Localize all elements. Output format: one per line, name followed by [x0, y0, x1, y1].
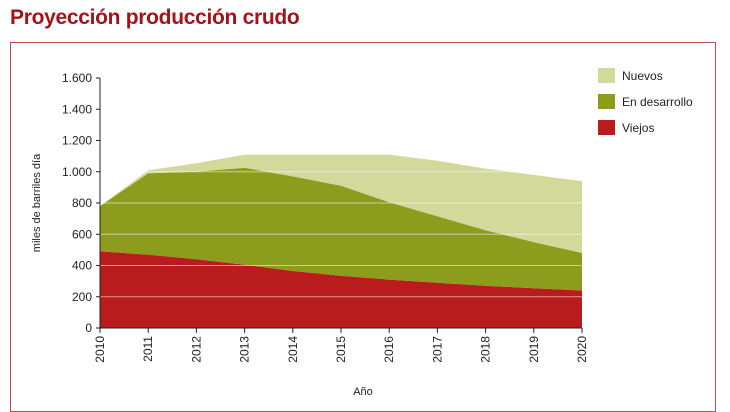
y-tick-label: 1.000: [62, 165, 92, 179]
x-tick-label: 2020: [575, 336, 589, 363]
legend-swatch-viejos: [598, 120, 615, 135]
y-tick-label: 400: [72, 259, 92, 273]
axes: 0 200 400 600 800 1.000 1.200 1.400 1.600 2010 201…: [31, 71, 589, 398]
area-series-viejos: [100, 251, 582, 328]
legend-label-viejos: Viejos: [622, 121, 654, 135]
legend-label-en-desarrollo: En desarrollo: [622, 95, 693, 109]
area-series-nuevos: [100, 154, 582, 253]
legend-swatch-en-desarrollo: [598, 94, 615, 109]
y-tick-label: 600: [72, 227, 92, 241]
y-tick-label: 800: [72, 196, 92, 210]
x-tick-label: 2018: [479, 336, 493, 363]
y-tick-label: 1.600: [62, 71, 92, 85]
y-tick-label: 1.400: [62, 102, 92, 116]
area-series-en-desarrollo: [100, 167, 582, 291]
areas: [100, 77, 582, 328]
x-tick-label: 2015: [334, 336, 348, 363]
x-tick-label: 2013: [238, 336, 252, 363]
x-axis-title: Año: [353, 386, 373, 398]
x-tick-label: 2010: [93, 336, 107, 363]
y-axis-title: miles de barriles día: [31, 153, 43, 252]
y-tick-label: 200: [72, 290, 92, 304]
y-tick-label: 0: [85, 321, 92, 335]
legend-label-nuevos: Nuevos: [622, 69, 663, 83]
x-tick-label: 2017: [430, 336, 444, 363]
legend: Nuevos En desarrollo Viejos: [598, 68, 693, 135]
x-tick-label: 2019: [527, 336, 541, 363]
legend-swatch-nuevos: [598, 68, 615, 83]
x-tick-label: 2012: [189, 336, 203, 363]
x-tick-label: 2016: [382, 336, 396, 363]
y-tick-label: 1.200: [62, 134, 92, 148]
x-tick-label: 2011: [141, 336, 155, 362]
page-title: Proyección producción crudo: [10, 6, 300, 29]
stacked-area-chart: 0 200 400 600 800 1.000 1.200 1.400 1.600 2010 201…: [31, 68, 693, 398]
x-tick-label: 2014: [286, 336, 300, 363]
